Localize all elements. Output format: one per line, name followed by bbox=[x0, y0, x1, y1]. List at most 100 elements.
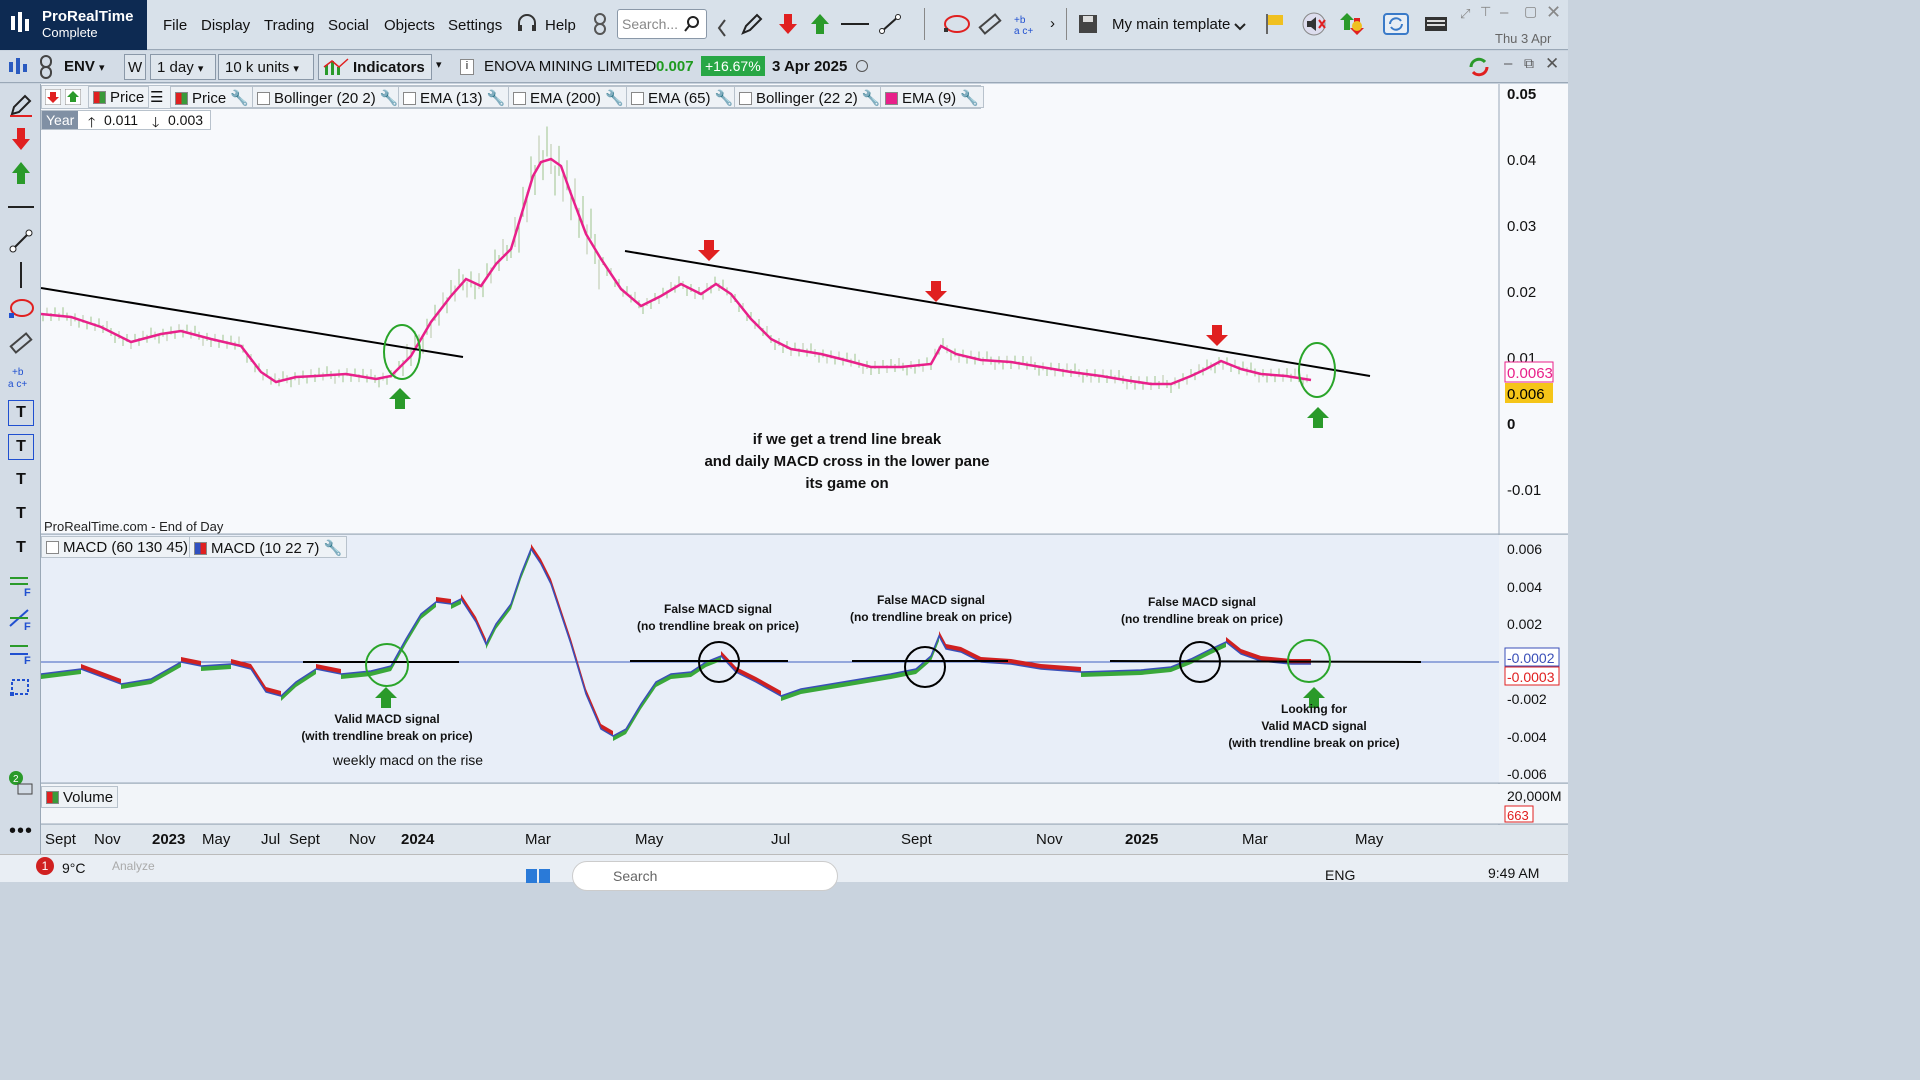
legend-macd-10[interactable]: MACD (10 22 7) 🔧 bbox=[189, 536, 348, 558]
headset-icon[interactable] bbox=[515, 12, 539, 36]
trendline-2[interactable] bbox=[624, 250, 1371, 377]
alerts-icon[interactable] bbox=[1340, 12, 1370, 36]
menu-help[interactable]: Help bbox=[545, 17, 576, 34]
signal-circle-price-2[interactable] bbox=[1298, 342, 1336, 398]
legend-ema-9[interactable]: EMA (9) 🔧 bbox=[880, 86, 985, 108]
buy-arrow-tool-icon[interactable] bbox=[8, 160, 34, 186]
horizontal-line-icon[interactable] bbox=[840, 12, 870, 36]
sound-muted-icon[interactable] bbox=[1300, 12, 1330, 36]
macd-level-line[interactable] bbox=[1109, 660, 1422, 663]
minimize-icon[interactable]: – bbox=[1500, 4, 1509, 21]
wrench-icon[interactable]: 🔧 bbox=[861, 90, 881, 107]
text-box-tool-icon[interactable]: T bbox=[8, 400, 34, 426]
hline-tool-icon[interactable] bbox=[8, 194, 34, 220]
ellipse-tool-icon[interactable] bbox=[8, 296, 34, 322]
ticker-selector[interactable]: ENV ▾ bbox=[64, 58, 105, 75]
macd-signal-circle-valid[interactable] bbox=[365, 643, 409, 687]
save-disk-icon[interactable] bbox=[1076, 12, 1100, 36]
fib-fan-tool-icon[interactable]: F bbox=[8, 572, 34, 598]
macd-signal-circle-false[interactable] bbox=[904, 646, 946, 688]
more-options-icon[interactable]: ••• bbox=[8, 820, 33, 842]
sell-arrow-1-icon[interactable] bbox=[698, 240, 720, 261]
window-restore-icon[interactable]: ⤢ bbox=[1460, 6, 1471, 21]
trendline-icon[interactable] bbox=[878, 12, 902, 36]
clock[interactable]: 9:49 AM bbox=[1488, 865, 1540, 881]
windows-start-icon[interactable] bbox=[524, 863, 552, 883]
sell-arrow-icon[interactable] bbox=[776, 12, 800, 36]
ruler-tool-icon[interactable] bbox=[8, 330, 34, 356]
macd-buy-arrow-1-icon[interactable] bbox=[375, 687, 397, 708]
maximize-icon[interactable]: ▢ bbox=[1524, 3, 1538, 19]
chart-close-icon[interactable]: ✕ bbox=[1545, 54, 1560, 73]
pencil-tool-icon[interactable] bbox=[8, 92, 34, 118]
chart-minimize-icon[interactable]: – bbox=[1504, 55, 1513, 72]
chart-area[interactable]: 0.05 0.04 0.03 0.02 0.01 0 -0.01 0.0063 … bbox=[41, 84, 1568, 854]
wrench-icon[interactable]: 🔧 bbox=[486, 90, 506, 107]
collapse-down-icon[interactable] bbox=[45, 89, 61, 105]
text-box-tool-2-icon[interactable]: T bbox=[8, 434, 34, 460]
search-icon[interactable] bbox=[683, 15, 701, 33]
macd-signal-circle-looking[interactable] bbox=[1287, 639, 1331, 683]
signal-circle-price-1[interactable] bbox=[383, 324, 421, 380]
legend-ema-200[interactable]: EMA (200) 🔧 bbox=[508, 86, 629, 108]
taskbar-search[interactable]: Search bbox=[572, 861, 838, 891]
indicators-chevron-icon[interactable]: ▾ bbox=[436, 59, 442, 71]
legend-price-2[interactable]: Price 🔧 bbox=[170, 86, 255, 108]
menu-display[interactable]: Display bbox=[201, 17, 251, 34]
legend-ema-65[interactable]: EMA (65) 🔧 bbox=[626, 86, 739, 108]
keyboard-icon[interactable] bbox=[1424, 12, 1448, 36]
list-icon[interactable]: ☰ bbox=[150, 89, 164, 106]
time-axis[interactable] bbox=[41, 825, 1568, 854]
trendline-tool-icon[interactable] bbox=[8, 228, 34, 254]
wrench-icon[interactable]: 🔧 bbox=[960, 90, 980, 107]
wrench-icon[interactable]: 🔧 bbox=[605, 90, 624, 107]
chain-link-icon[interactable] bbox=[588, 12, 612, 36]
language-indicator[interactable]: ENG bbox=[1325, 867, 1356, 883]
price-axis[interactable] bbox=[1499, 84, 1568, 534]
buy-arrow-2-icon[interactable] bbox=[1307, 407, 1329, 428]
price-pane[interactable] bbox=[41, 84, 1499, 534]
macd-signal-circle-false[interactable] bbox=[698, 641, 740, 683]
vline-tool-icon[interactable] bbox=[8, 262, 34, 288]
macd-buy-arrow-2-icon[interactable] bbox=[1303, 687, 1325, 708]
text-tool-3-icon[interactable]: T bbox=[16, 539, 26, 556]
chevron-left-icon[interactable] bbox=[716, 16, 728, 40]
legend-bollinger-20[interactable]: Bollinger (20 2) 🔧 bbox=[252, 86, 404, 108]
more-tools-chevron-icon[interactable]: › bbox=[1050, 15, 1055, 32]
pencil-icon[interactable] bbox=[740, 12, 764, 36]
candlestick-type-icon[interactable] bbox=[6, 56, 30, 78]
info-icon[interactable]: i bbox=[460, 59, 474, 75]
flag-icon[interactable] bbox=[1263, 12, 1287, 36]
wrench-icon[interactable]: 🔧 bbox=[714, 90, 734, 107]
chevron-down-icon[interactable] bbox=[1233, 16, 1247, 40]
template-selector[interactable]: My main template bbox=[1112, 16, 1231, 33]
refresh-icon[interactable] bbox=[1382, 12, 1412, 36]
volume-pane[interactable] bbox=[41, 784, 1499, 824]
indicator-count-icon[interactable]: 2 bbox=[8, 770, 34, 796]
buy-arrow-1-icon[interactable] bbox=[389, 388, 411, 409]
sync-icon[interactable] bbox=[1466, 54, 1492, 80]
legend-ema-13[interactable]: EMA (13) 🔧 bbox=[398, 86, 511, 108]
weather-temp[interactable]: 9°C bbox=[62, 860, 86, 876]
legend-price-1[interactable]: Price bbox=[88, 86, 150, 108]
analyze-tab[interactable]: Analyze bbox=[112, 859, 155, 873]
menu-trading[interactable]: Trading bbox=[264, 17, 315, 34]
text-tool-2-icon[interactable]: T bbox=[16, 505, 26, 522]
indicators-button[interactable]: Indicators bbox=[318, 54, 432, 80]
ellipse-icon[interactable] bbox=[942, 12, 972, 36]
text-tool-icon[interactable]: T bbox=[16, 471, 26, 488]
wrench-icon[interactable]: 🔧 bbox=[379, 90, 399, 107]
interval-selector[interactable]: 1 day ▾ bbox=[150, 54, 216, 80]
menu-objects[interactable]: Objects bbox=[384, 17, 435, 34]
rectangle-tool-icon[interactable] bbox=[8, 674, 34, 700]
sell-arrow-3-icon[interactable] bbox=[1206, 325, 1228, 346]
legend-bollinger-22[interactable]: Bollinger (22 2) 🔧 bbox=[734, 86, 886, 108]
macd-signal-circle-false[interactable] bbox=[1179, 641, 1221, 683]
wrench-icon[interactable]: 🔧 bbox=[230, 90, 250, 107]
chart-restore-icon[interactable]: ⧉ bbox=[1524, 55, 1534, 71]
units-selector[interactable]: 10 k units ▾ bbox=[218, 54, 314, 80]
close-icon[interactable]: ✕ bbox=[1546, 2, 1562, 22]
menu-file[interactable]: File bbox=[163, 17, 188, 34]
sell-arrow-tool-icon[interactable] bbox=[8, 126, 34, 152]
fib-arc-tool-icon[interactable]: F bbox=[8, 606, 34, 632]
